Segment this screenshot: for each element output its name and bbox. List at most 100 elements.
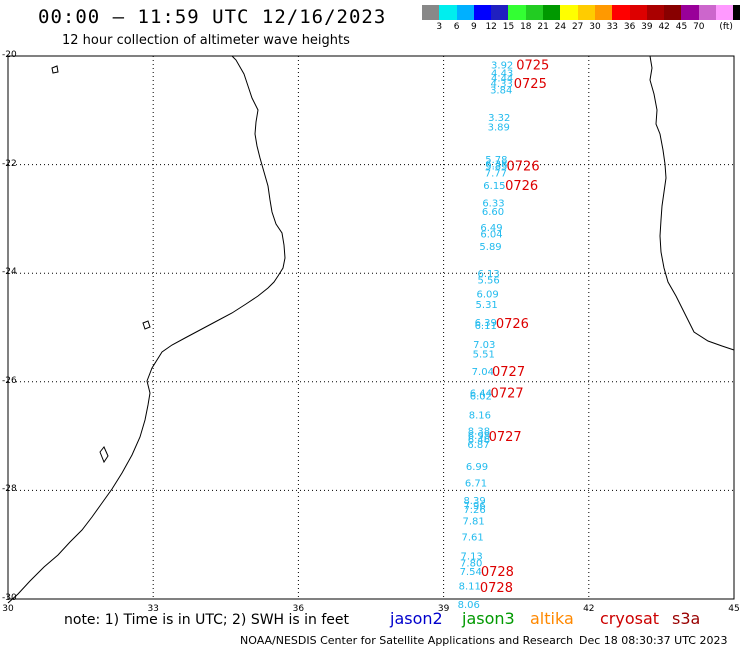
- swh-value: 6.99: [466, 462, 488, 473]
- swh-value: 8.11: [459, 581, 481, 592]
- colorbar-label: 39: [641, 22, 653, 32]
- colorbar-label: 24: [554, 22, 567, 32]
- colorbar-swatch: [456, 5, 474, 20]
- swh-value: 5.56: [477, 276, 499, 287]
- lon-tick-label: 30: [2, 604, 14, 614]
- swh-values: 3.924.434.444.333.84 3.323.89 5.786.385.85…: [458, 61, 514, 611]
- map-frame: [7, 55, 735, 600]
- page-title: 00:00 – 11:59 UTC 12/16/2023: [38, 6, 387, 28]
- swh-value: 8.39: [463, 496, 485, 507]
- island-outline: [142, 320, 151, 330]
- colorbar-label: 6: [453, 22, 460, 32]
- colorbar-label: 30: [589, 22, 601, 32]
- colorbar-swatch: [577, 5, 595, 20]
- pass-time-label: 0727: [492, 365, 525, 380]
- wave-height-colorbar: [422, 5, 740, 20]
- lat-tick-label: -24: [2, 267, 17, 278]
- colorbar-label: 18: [520, 22, 532, 32]
- pass-time-label: 0728: [481, 565, 514, 580]
- swh-value: 6.04: [480, 230, 502, 241]
- colorbar-swatch: [698, 5, 717, 20]
- lon-tick-label: 42: [583, 604, 595, 614]
- island-outline: [99, 446, 109, 464]
- colorbar-swatch: [525, 5, 544, 20]
- lon-tick-label: 39: [437, 604, 450, 614]
- swh-value: 6.44: [470, 389, 492, 400]
- colorbar-swatch: [629, 5, 647, 20]
- satellite-jason2: jason2: [390, 609, 443, 628]
- colorbar-label: 3: [436, 22, 443, 32]
- colorbar-label: 36: [623, 22, 636, 32]
- lon-tick-label: 36: [292, 604, 305, 614]
- lat-tick-label: -20: [2, 50, 17, 60]
- pass-time-label: 0726: [505, 179, 538, 194]
- swh-value: 5.78: [485, 155, 507, 166]
- swh-value: 6.87: [467, 440, 489, 451]
- lat-tick-label: -22: [2, 158, 17, 169]
- lon-tick-label: 33: [147, 604, 159, 614]
- swh-value: 3.84: [490, 86, 512, 97]
- swh-value: 5.51: [473, 350, 495, 361]
- swh-value: 6.46: [468, 435, 490, 446]
- colorbar-label: 70: [693, 22, 705, 32]
- swh-value: 5.89: [479, 242, 501, 253]
- colorbar-swatch: [594, 5, 613, 20]
- colorbar-swatch: [560, 5, 578, 20]
- swh-value: 7.54: [460, 567, 482, 578]
- colorbar-swatch: [508, 5, 526, 20]
- swh-value: 4.43: [491, 68, 513, 79]
- madagascar-coastline: [649, 55, 735, 351]
- lon-tick-label: 45: [728, 604, 740, 614]
- credit-text: NOAA/NESDIS Center for Satellite Applica…: [240, 634, 574, 647]
- lat-tick-label: -30: [2, 593, 17, 603]
- colorbar-label: 42: [658, 22, 670, 32]
- swh-value: 4.44: [491, 74, 513, 85]
- pass-time-label: 0728: [480, 581, 513, 596]
- lat-tick-label: -26: [2, 375, 17, 386]
- colorbar-swatch: [681, 5, 699, 20]
- colorbar-label: 15: [502, 22, 515, 32]
- swh-value: 6.15: [483, 181, 505, 192]
- swh-value: 6.98: [468, 431, 490, 442]
- swh-value: 6.02: [470, 391, 492, 402]
- swh-value: 6.09: [477, 289, 499, 300]
- swh-value: 6.60: [482, 207, 504, 218]
- swh-value: 6.38: [485, 160, 507, 171]
- lat-tick-label: -28: [2, 484, 17, 495]
- swh-value: 6.11: [475, 321, 497, 332]
- pass-time-label: 0725: [514, 77, 547, 92]
- satellite-s3a: s3a: [672, 609, 701, 628]
- swh-value: 7.61: [462, 533, 484, 544]
- colorbar-labels: 3 6 9 12 15 18 21 24 27 30 33 36 39 42 45 70 (ft): [422, 22, 732, 34]
- pass-time-label: 0726: [507, 160, 540, 175]
- colorbar-swatch: [439, 5, 457, 20]
- swh-value: 6.39: [475, 318, 497, 329]
- swh-value: 3.32: [488, 113, 510, 124]
- swh-value: 5.31: [476, 300, 498, 311]
- pass-time-label: 0725: [516, 59, 549, 74]
- colorbar-label: 27: [571, 22, 584, 32]
- swh-value: 8.38: [468, 427, 490, 438]
- swh-value: 8.06: [458, 600, 480, 611]
- colorbar-swatch: [664, 5, 682, 20]
- colorbar-swatch: [543, 5, 561, 20]
- colorbar-swatch: [716, 5, 734, 20]
- colorbar-swatch: [491, 5, 509, 20]
- lat-lon-grid: [7, 55, 735, 600]
- swh-value: 6.49: [480, 223, 502, 234]
- swh-value: 3.92: [491, 61, 513, 72]
- swh-value: 3.89: [488, 123, 510, 134]
- swh-value: 7.81: [462, 516, 484, 527]
- page-subtitle: 12 hour collection of altimeter wave hei…: [62, 33, 350, 48]
- swh-value: 7.03: [473, 340, 495, 351]
- swh-value: 5.85: [485, 162, 507, 173]
- swh-value: 8.16: [469, 410, 491, 421]
- swh-value: 6.71: [465, 478, 487, 489]
- generated-timestamp: Dec 18 08:30:37 UTC 2023: [579, 634, 728, 647]
- colorbar-swatch: [422, 5, 440, 20]
- swh-value: 7.26: [463, 505, 485, 516]
- colorbar-label: 9: [471, 22, 477, 32]
- pass-time-label: 0726: [496, 317, 529, 332]
